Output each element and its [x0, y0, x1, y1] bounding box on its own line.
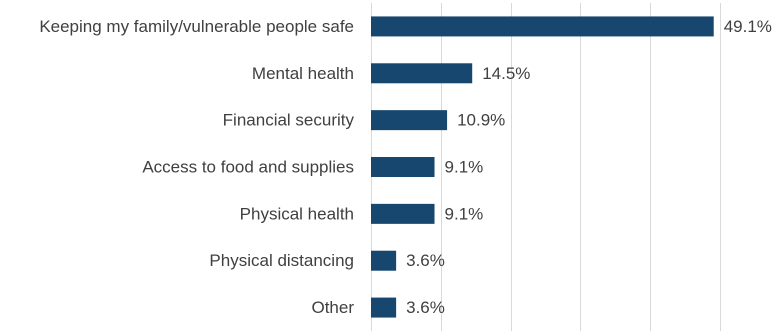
bar [371, 63, 473, 84]
data-label: 3.6% [406, 298, 445, 317]
bar [371, 297, 397, 318]
bar [371, 16, 714, 37]
category-label: Access to food and supplies [142, 158, 354, 177]
data-label: 49.1% [724, 17, 772, 36]
category-label: Physical distancing [209, 251, 354, 270]
category-label: Keeping my family/vulnerable people safe [39, 17, 354, 36]
bars [371, 16, 714, 318]
bar [371, 203, 435, 224]
data-label: 9.1% [445, 158, 484, 177]
bar [371, 157, 435, 177]
bar [371, 110, 448, 131]
data-labels: 49.1% 14.5% 10.9% 9.1% 9.1% 3.6% 3.6% [406, 17, 772, 317]
data-label: 10.9% [457, 111, 505, 130]
category-label: Mental health [252, 64, 354, 83]
category-label: Other [311, 298, 354, 317]
data-label: 3.6% [406, 251, 445, 270]
category-labels: Keeping my family/vulnerable people safe… [39, 17, 354, 317]
category-label: Financial security [223, 111, 355, 130]
data-label: 14.5% [482, 64, 530, 83]
bar [371, 250, 397, 271]
gridlines [371, 3, 721, 331]
category-label: Physical health [240, 204, 354, 223]
data-label: 9.1% [445, 204, 484, 223]
